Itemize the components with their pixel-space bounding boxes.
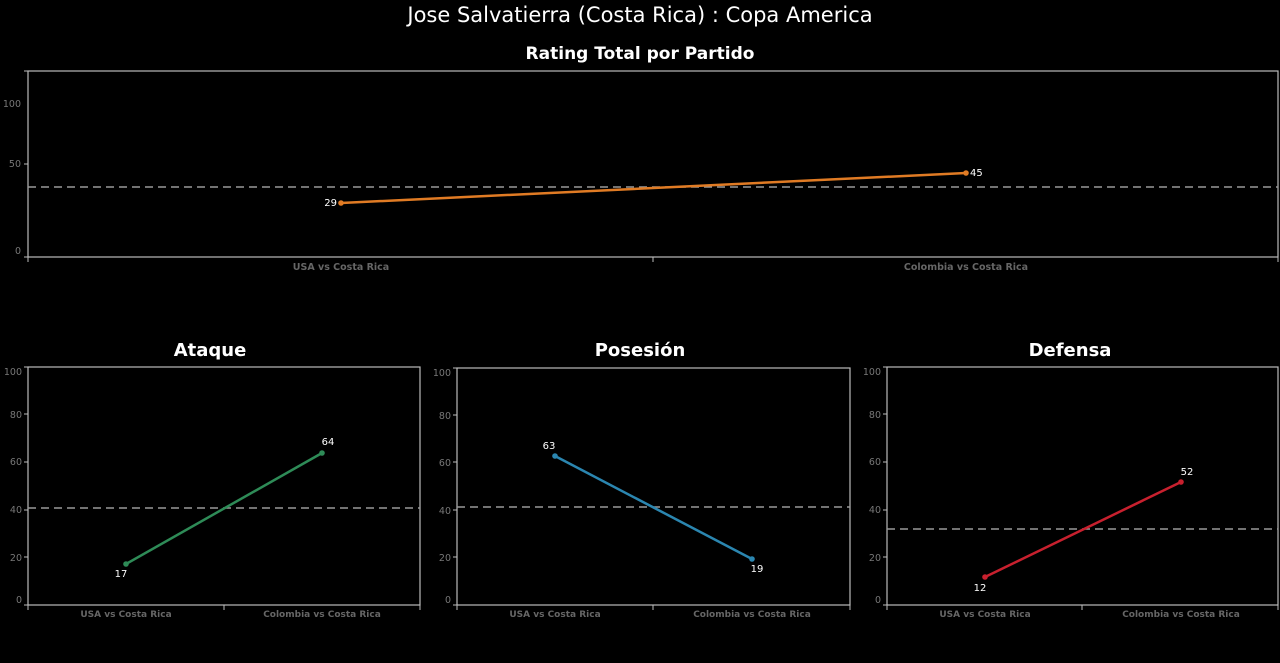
value-label: 64 (322, 437, 335, 448)
y-tick: 0 (875, 595, 881, 606)
x-tick: USA vs Costa Rica (293, 262, 389, 273)
series-line (984, 480, 1182, 579)
y-tick: 0 (16, 595, 22, 606)
y-tick: 40 (439, 506, 451, 517)
series-line (554, 454, 753, 561)
series-line (125, 451, 323, 566)
chart-ataque: 100 80 60 40 20 0 17 64 USA vs Costa Ric… (4, 366, 421, 620)
data-point (963, 170, 969, 176)
y-tick: 100 (863, 367, 881, 378)
page-title: Jose Salvatierra (Costa Rica) : Copa Ame… (407, 3, 873, 27)
chart-title-defensa: Defensa (1028, 340, 1112, 361)
value-label: 19 (751, 564, 764, 575)
chart-title-ataque: Ataque (173, 340, 247, 361)
y-tick: 50 (9, 159, 21, 170)
y-tick: 100 (433, 368, 451, 379)
x-tick: Colombia vs Costa Rica (1122, 610, 1240, 620)
value-label: 63 (543, 441, 556, 452)
chart-rating-total: 100 50 0 29 45 USA vs Costa Rica Colombi… (3, 70, 1279, 273)
y-tick: 80 (869, 410, 881, 421)
value-label: 12 (974, 583, 987, 594)
y-tick: 80 (439, 411, 451, 422)
y-tick: 60 (10, 457, 22, 468)
y-tick: 60 (869, 457, 881, 468)
chart-title-posesion: Posesión (594, 340, 686, 361)
y-tick: 20 (869, 553, 881, 564)
value-label: 17 (115, 569, 128, 580)
series-line (340, 171, 967, 205)
y-tick: 0 (445, 595, 451, 606)
plot-frame (27, 70, 1279, 258)
chart-posesion: 100 80 60 40 20 0 63 19 USA vs Costa Ric… (433, 367, 851, 620)
y-tick: 40 (10, 505, 22, 516)
y-tick: 60 (439, 458, 451, 469)
chart-defensa: 100 80 60 40 20 0 12 52 USA vs Costa Ric… (863, 366, 1279, 620)
y-tick: 100 (4, 367, 22, 378)
y-tick: 100 (3, 99, 21, 110)
y-tick: 20 (10, 553, 22, 564)
chart-title-rating-total: Rating Total por Partido (525, 44, 755, 64)
y-tick: 20 (439, 553, 451, 564)
value-label: 29 (324, 198, 337, 209)
x-tick: Colombia vs Costa Rica (263, 610, 381, 620)
y-tick: 80 (10, 410, 22, 421)
y-tick: 40 (869, 505, 881, 516)
y-tick: 0 (15, 246, 21, 257)
x-tick: Colombia vs Costa Rica (693, 610, 811, 620)
value-label: 45 (970, 168, 983, 179)
value-label: 52 (1181, 467, 1194, 478)
data-point (338, 200, 344, 206)
x-tick: USA vs Costa Rica (509, 610, 600, 620)
x-tick: USA vs Costa Rica (80, 610, 171, 620)
x-tick: USA vs Costa Rica (939, 610, 1030, 620)
x-tick: Colombia vs Costa Rica (904, 262, 1028, 273)
